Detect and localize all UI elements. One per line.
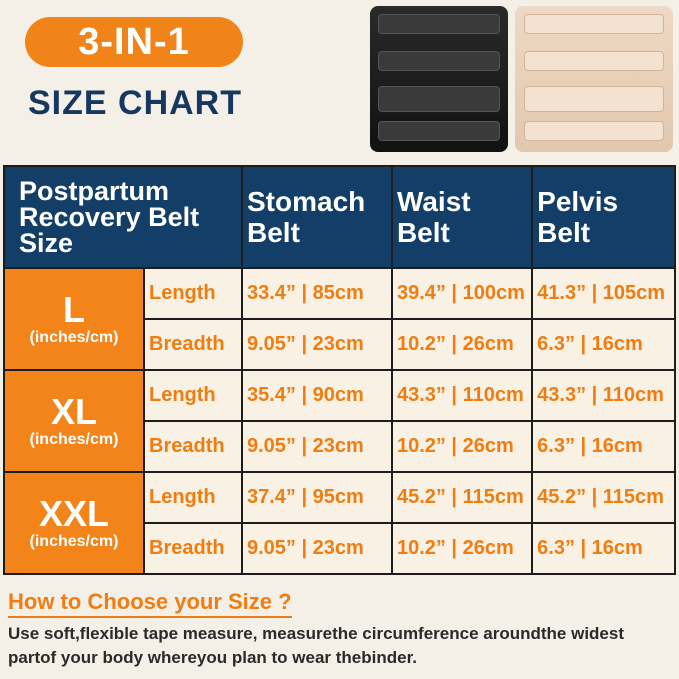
table-row: Breadth 9.05” | 23cm 10.2” | 26cm 6.3” | 16… xyxy=(4,318,676,371)
size-unit: (inches/cm) xyxy=(29,329,119,346)
size-label: L xyxy=(63,289,85,330)
pelvis-value: 41.3” | 105cm xyxy=(531,267,676,320)
waist-value: 39.4” | 100cm xyxy=(390,267,534,320)
header-waist-belt: Waist Belt xyxy=(390,165,534,269)
measure-label: Breadth xyxy=(143,420,243,473)
how-to-choose-text: Use soft,flexible tape measure, measuret… xyxy=(8,624,624,667)
table-row: L (inches/cm) Length 33.4” | 85cm 39.4” | 10… xyxy=(3,267,676,371)
black-belt-product-image xyxy=(370,6,508,152)
table-row: Breadth 9.05” | 23cm 10.2” | 26cm 6.3” | 16… xyxy=(4,522,676,575)
pelvis-value: 43.3” | 110cm xyxy=(531,369,676,422)
table-header-row: Postpartum Recovery Belt Size Stomach Be… xyxy=(3,165,676,269)
measure-label: Breadth xyxy=(143,318,243,371)
pelvis-value: 45.2” | 115cm xyxy=(531,471,676,524)
size-label: XXL xyxy=(38,493,109,534)
how-to-choose-heading: How to Choose your Size ? xyxy=(8,589,292,618)
measure-label: Length xyxy=(143,369,243,422)
measure-label: Length xyxy=(143,267,243,320)
waist-value: 10.2” | 26cm xyxy=(390,522,534,575)
stomach-value: 9.05” | 23cm xyxy=(241,420,393,473)
pelvis-value: 6.3” | 16cm xyxy=(531,318,676,371)
waist-value: 43.3” | 110cm xyxy=(390,369,534,422)
size-unit: (inches/cm) xyxy=(29,431,119,448)
beige-belt-product-image xyxy=(515,6,673,152)
size-cell-xl: XL (inches/cm) xyxy=(3,369,145,473)
waist-value: 10.2” | 26cm xyxy=(390,318,534,371)
header-size: Postpartum Recovery Belt Size xyxy=(3,165,243,269)
size-cell-xxl: XXL (inches/cm) xyxy=(3,471,145,575)
waist-value: 10.2” | 26cm xyxy=(390,420,534,473)
size-table: Postpartum Recovery Belt Size Stomach Be… xyxy=(3,165,676,575)
measure-label: Breadth xyxy=(143,522,243,575)
table-row: Breadth 9.05” | 23cm 10.2” | 26cm 6.3” | 16… xyxy=(4,420,676,473)
table-row: XL (inches/cm) Length 35.4” | 90cm 43.3” | 1… xyxy=(3,369,676,473)
header-pelvis-belt: Pelvis Belt xyxy=(531,165,676,269)
stomach-value: 33.4” | 85cm xyxy=(241,267,393,320)
size-unit: (inches/cm) xyxy=(29,533,119,550)
measure-label: Length xyxy=(143,471,243,524)
stomach-value: 9.05” | 23cm xyxy=(241,318,393,371)
pelvis-value: 6.3” | 16cm xyxy=(531,420,676,473)
table-row: XXL (inches/cm) Length 37.4” | 95cm 45.2” | … xyxy=(3,471,676,575)
page-title: SIZE CHART xyxy=(28,84,242,122)
stomach-value: 9.05” | 23cm xyxy=(241,522,393,575)
stomach-value: 37.4” | 95cm xyxy=(241,471,393,524)
size-cell-l: L (inches/cm) xyxy=(3,267,145,371)
stomach-value: 35.4” | 90cm xyxy=(241,369,393,422)
size-label: XL xyxy=(50,391,97,432)
pelvis-value: 6.3” | 16cm xyxy=(531,522,676,575)
waist-value: 45.2” | 115cm xyxy=(390,471,534,524)
header-stomach-belt: Stomach Belt xyxy=(241,165,393,269)
badge-3-in-1: 3-IN-1 xyxy=(25,17,243,67)
